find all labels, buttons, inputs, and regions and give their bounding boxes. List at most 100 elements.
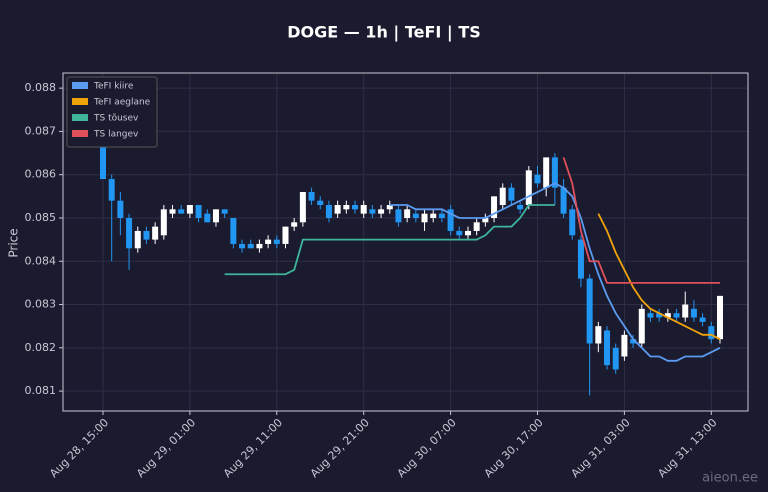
y-tick-label: 0.087 xyxy=(25,124,57,137)
candle-body xyxy=(430,213,437,218)
candle-body xyxy=(551,157,558,188)
legend-label: TeFI kiire xyxy=(93,82,134,92)
candle-body xyxy=(621,334,628,357)
candle-body xyxy=(291,222,298,227)
candle-body xyxy=(447,209,454,231)
candle-body xyxy=(647,313,654,318)
candle-body xyxy=(386,204,393,210)
candle-body xyxy=(517,204,524,210)
plot-frame xyxy=(62,72,749,412)
candle-body xyxy=(195,204,202,218)
line xyxy=(224,204,555,276)
candle-body xyxy=(317,200,324,205)
y-tick-label: 0.084 xyxy=(25,254,57,267)
candle-body xyxy=(308,192,315,201)
candle-body xyxy=(569,209,576,236)
candle-body xyxy=(664,313,671,318)
candle-body xyxy=(395,209,402,223)
candle-body xyxy=(100,118,106,180)
legend-label: TS tõusev xyxy=(93,114,139,124)
legend-label: TeFI aeglane xyxy=(93,98,151,108)
chart-title: DOGE — 1h | TeFI | TS xyxy=(287,23,481,43)
candle-body xyxy=(412,213,419,218)
candle-body xyxy=(126,217,133,249)
candle-body xyxy=(404,209,411,218)
y-tick-label: 0.088 xyxy=(25,81,57,94)
candle-body xyxy=(299,192,306,223)
candle-body xyxy=(325,204,332,218)
candle-body xyxy=(612,347,619,370)
y-tick-label: 0.083 xyxy=(25,298,57,311)
candle-body xyxy=(508,187,515,201)
candle-body xyxy=(682,304,689,318)
candle-body xyxy=(117,200,124,218)
y-tick-label: 0.085 xyxy=(25,211,57,224)
candle-body xyxy=(534,174,541,184)
candle-body xyxy=(586,278,593,344)
legend-label: TS langev xyxy=(93,130,139,140)
candle-body xyxy=(378,209,385,214)
legend: TeFI kiire TeFI aeglane TS tõusev TS langev xyxy=(66,76,158,148)
legend-swatch xyxy=(72,114,88,121)
candle-body xyxy=(525,170,532,205)
candle-body xyxy=(699,317,706,322)
candle-body xyxy=(273,239,280,244)
candle-body xyxy=(543,157,550,188)
line xyxy=(597,213,721,340)
candle-body xyxy=(421,213,428,223)
candle-body xyxy=(369,209,376,214)
candle-body xyxy=(673,313,680,318)
y-tick-label: 0.086 xyxy=(25,168,57,181)
candle-body xyxy=(604,330,611,366)
candle-body xyxy=(638,308,645,344)
candle-body xyxy=(265,239,272,244)
candle-body xyxy=(169,209,176,214)
candle-body xyxy=(247,243,254,249)
legend-box xyxy=(66,76,158,148)
candle-body xyxy=(690,308,697,318)
watermark: aieon.ee xyxy=(702,471,758,486)
candle-body xyxy=(577,239,584,279)
candle-body xyxy=(560,187,567,214)
y-tick-label: 0.081 xyxy=(25,384,57,397)
candle-body xyxy=(464,230,471,236)
candle-body xyxy=(708,326,715,340)
candle-body xyxy=(152,226,159,240)
candle-body xyxy=(360,204,367,214)
legend-swatch xyxy=(72,98,88,105)
y-tick-label: 0.082 xyxy=(25,341,57,354)
legend-swatch xyxy=(72,82,88,89)
y-axis-label: Price xyxy=(7,228,21,257)
candle-body xyxy=(212,209,219,223)
candle-body xyxy=(352,204,359,210)
candle-body xyxy=(595,326,602,344)
candle-body xyxy=(473,222,480,231)
legend-swatch xyxy=(72,130,88,137)
candle-body xyxy=(438,213,445,218)
candle-body xyxy=(108,179,115,201)
line xyxy=(562,157,720,284)
candle-body xyxy=(334,204,341,214)
candle-body xyxy=(282,226,289,244)
candle-body xyxy=(656,313,663,318)
candle-body xyxy=(499,187,506,205)
candle-body xyxy=(491,196,498,218)
candle-body xyxy=(482,217,489,223)
candle-body xyxy=(256,243,263,249)
candle-body xyxy=(456,230,463,236)
candle-body xyxy=(230,217,237,244)
candle-body xyxy=(178,209,185,214)
candle-body xyxy=(186,204,193,214)
candle-body xyxy=(221,209,228,214)
line xyxy=(389,182,721,362)
candle-body xyxy=(630,339,637,344)
candle-body xyxy=(239,243,246,249)
candle-body xyxy=(343,204,350,210)
candle-body xyxy=(160,209,167,236)
candle-body xyxy=(134,230,141,249)
candle-body xyxy=(204,213,211,223)
candle-body xyxy=(143,230,150,240)
candle-body xyxy=(716,295,723,340)
